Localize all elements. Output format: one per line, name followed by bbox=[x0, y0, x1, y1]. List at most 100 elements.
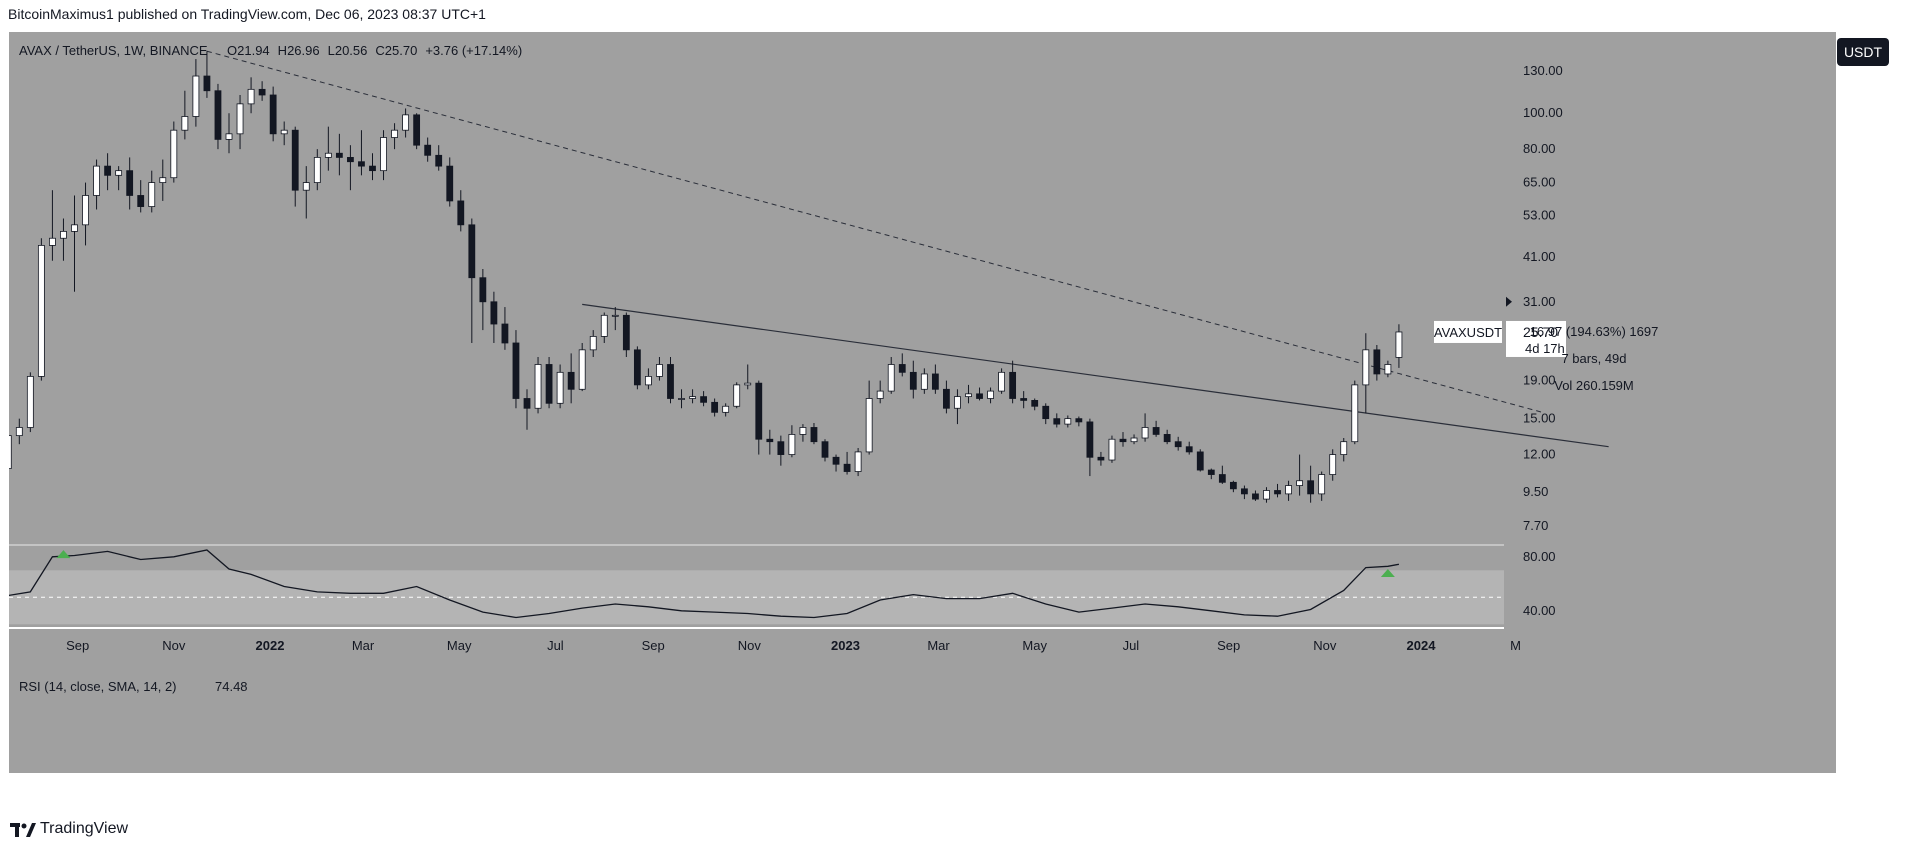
candle-up bbox=[876, 380, 884, 404]
candle-body bbox=[1108, 438, 1116, 461]
candle-body bbox=[1373, 349, 1381, 375]
candle-body bbox=[887, 364, 895, 392]
candle-body bbox=[931, 373, 939, 390]
candle-body bbox=[1009, 371, 1017, 399]
candle-down bbox=[909, 360, 917, 399]
candle-up bbox=[1318, 471, 1326, 501]
price-pane[interactable] bbox=[9, 32, 1504, 544]
price-tick-label: 130.00 bbox=[1523, 63, 1563, 78]
candle-body bbox=[435, 154, 443, 167]
time-tick-label: Sep bbox=[642, 638, 665, 653]
candle-up bbox=[60, 218, 67, 261]
candle-down bbox=[501, 307, 509, 350]
candle-body bbox=[755, 382, 763, 440]
candle-body bbox=[93, 165, 100, 196]
candle-body bbox=[501, 323, 509, 344]
candle-body bbox=[633, 349, 641, 386]
candle-up bbox=[920, 368, 928, 394]
candle-body bbox=[1064, 418, 1072, 425]
candle-body bbox=[291, 129, 299, 191]
candle-down bbox=[335, 133, 343, 176]
candle-body bbox=[1395, 331, 1403, 358]
candle-body bbox=[589, 336, 597, 351]
candle-down bbox=[777, 435, 785, 466]
usdt-currency-badge[interactable]: USDT bbox=[1837, 38, 1889, 66]
candle-body bbox=[1340, 441, 1348, 455]
candle-body bbox=[611, 314, 619, 317]
candle-down bbox=[413, 113, 421, 150]
candle-body bbox=[1229, 481, 1237, 490]
candle-body bbox=[457, 200, 465, 226]
candle-up bbox=[302, 166, 310, 219]
candle-body bbox=[1031, 400, 1039, 407]
candle-body bbox=[192, 75, 200, 117]
candle-down bbox=[1119, 432, 1127, 447]
descending-resistance-dashed-line[interactable] bbox=[206, 50, 1543, 413]
price-tick-label: 15.00 bbox=[1523, 411, 1556, 426]
candle-body bbox=[269, 94, 277, 135]
candle-up bbox=[1141, 413, 1149, 442]
candle-down bbox=[832, 454, 840, 472]
candle-down bbox=[633, 346, 641, 390]
candle-down bbox=[1009, 360, 1017, 404]
candle-down bbox=[810, 423, 818, 445]
candle-body bbox=[1042, 405, 1050, 420]
candle-body bbox=[490, 301, 498, 325]
candle-up bbox=[391, 123, 398, 150]
candle-body bbox=[843, 463, 851, 472]
candle-down bbox=[1152, 420, 1160, 437]
candle-up bbox=[170, 121, 178, 183]
candlestick-chart[interactable]: 130.00 100.00 80.00 65.00 53.00 41.00 31.00 19.… bbox=[9, 32, 1836, 773]
axis-arrow-icon bbox=[1506, 296, 1512, 307]
candle-body bbox=[479, 277, 487, 303]
time-tick-label: 2022 bbox=[256, 638, 285, 653]
descending-trend-line[interactable] bbox=[582, 303, 1609, 448]
candle-body bbox=[909, 371, 917, 390]
candle-down bbox=[1020, 391, 1028, 409]
candle-down bbox=[523, 389, 531, 430]
candle-body bbox=[600, 314, 608, 337]
candle-up bbox=[854, 448, 862, 477]
candle-body bbox=[1130, 437, 1138, 443]
candle-up bbox=[1351, 380, 1359, 445]
candle-body bbox=[225, 133, 233, 140]
candle-body bbox=[247, 88, 255, 105]
candle-up bbox=[556, 364, 564, 409]
candle-body bbox=[832, 456, 840, 465]
candle-down bbox=[214, 83, 222, 150]
candle-up bbox=[733, 382, 741, 409]
candle-body bbox=[1097, 456, 1105, 461]
candle-up bbox=[247, 77, 255, 114]
publisher-line: BitcoinMaximus1 published on TradingView… bbox=[8, 6, 486, 22]
rsi-line[interactable] bbox=[9, 549, 1400, 619]
candle-body bbox=[667, 364, 674, 399]
candle-body bbox=[369, 165, 376, 172]
tradingview-brand: TradingView bbox=[40, 820, 129, 837]
candle-down bbox=[1207, 468, 1215, 480]
candle-body bbox=[1141, 427, 1149, 439]
candle-body bbox=[1296, 480, 1303, 486]
measure-line-1: 16.97 (194.63%) 1697 bbox=[1530, 324, 1659, 339]
candle-body bbox=[645, 376, 652, 386]
candle-body bbox=[865, 398, 873, 453]
candle-down bbox=[457, 190, 465, 232]
chart-area[interactable]: 130.00 100.00 80.00 65.00 53.00 41.00 31.00 19.… bbox=[9, 32, 1836, 773]
candle-down bbox=[545, 356, 553, 409]
candle-body bbox=[689, 396, 696, 399]
candle-down bbox=[622, 312, 630, 357]
time-tick-label: 2024 bbox=[1407, 638, 1437, 653]
time-tick-label: Jul bbox=[547, 638, 564, 653]
candle-body bbox=[578, 349, 586, 390]
candle-down bbox=[291, 126, 299, 207]
candle-down bbox=[512, 330, 520, 409]
candle-body bbox=[1020, 398, 1028, 401]
candle-up bbox=[589, 330, 597, 357]
time-tick-label: Jul bbox=[1123, 638, 1140, 653]
time-tick-label: Mar bbox=[352, 638, 375, 653]
time-tick-label: M bbox=[1510, 638, 1521, 653]
candle-body bbox=[1263, 490, 1270, 500]
candle-down bbox=[203, 51, 211, 98]
candle-down bbox=[567, 353, 575, 404]
candle-up bbox=[689, 389, 696, 404]
candle-up bbox=[965, 384, 972, 404]
